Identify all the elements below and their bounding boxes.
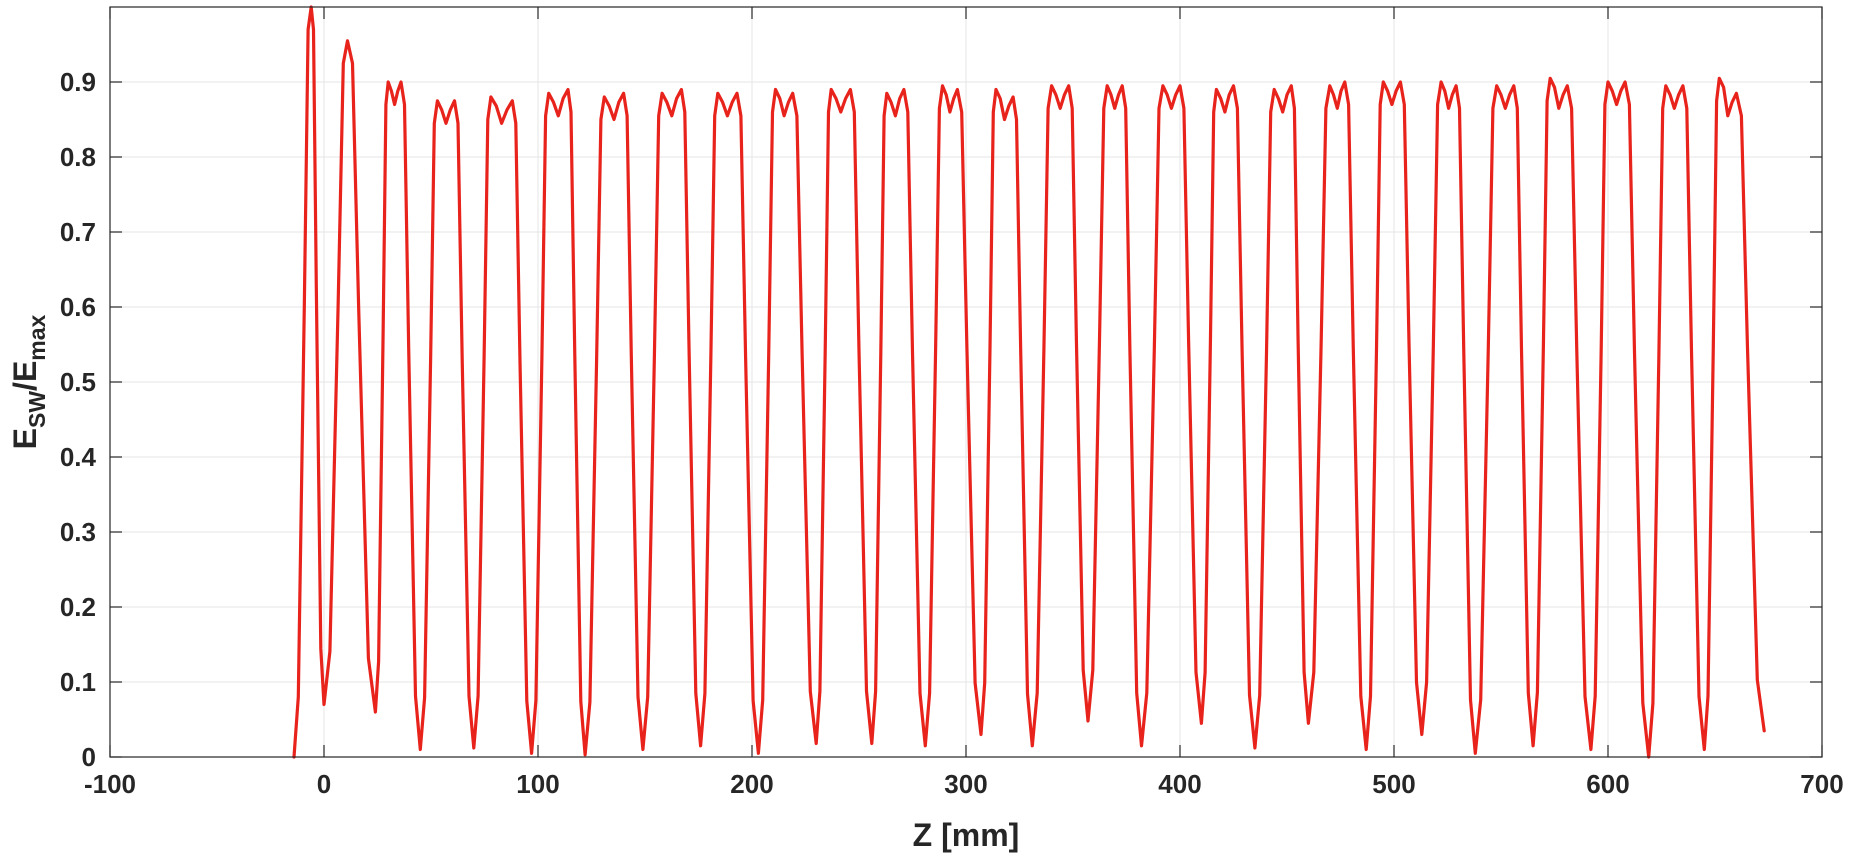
x-tick-labels: -100 0 100 200 300 400 500 600 700 <box>84 769 1844 799</box>
x-tick-label: 500 <box>1372 769 1415 799</box>
y-axis-title-sub1: SW <box>24 391 50 428</box>
axis-ticks <box>109 7 1823 758</box>
y-tick-label: 0.6 <box>60 292 96 322</box>
y-tick-labels: 0 0.1 0.2 0.3 0.4 0.5 0.6 0.7 0.8 0.9 <box>60 67 97 772</box>
y-tick-label: 0.8 <box>60 142 96 172</box>
y-axis-title-sub2: max <box>24 314 50 360</box>
series-line-group <box>292 5 1766 759</box>
y-tick-label: 0 <box>82 742 96 772</box>
x-tick-label: -100 <box>84 769 136 799</box>
y-tick-label: 0.3 <box>60 517 96 547</box>
x-tick-label: 0 <box>317 769 331 799</box>
x-tick-label: 100 <box>516 769 559 799</box>
x-tick-label: 700 <box>1800 769 1843 799</box>
series-line <box>292 5 1766 759</box>
y-tick-label: 0.4 <box>60 442 97 472</box>
x-tick-label: 600 <box>1586 769 1629 799</box>
y-tick-label: 0.5 <box>60 367 96 397</box>
y-axis-title-main: E <box>7 428 43 449</box>
y-axis-title: ESW/Emax <box>7 314 50 449</box>
x-axis-title: Z [mm] <box>913 817 1020 853</box>
y-tick-label: 0.2 <box>60 592 96 622</box>
y-tick-label: 0.7 <box>60 217 96 247</box>
y-axis-title-separator: /E <box>7 361 43 391</box>
x-tick-label: 200 <box>730 769 773 799</box>
y-tick-label: 0.9 <box>60 67 96 97</box>
y-tick-label: 0.1 <box>60 667 96 697</box>
x-tick-label: 400 <box>1158 769 1201 799</box>
x-tick-label: 300 <box>944 769 987 799</box>
